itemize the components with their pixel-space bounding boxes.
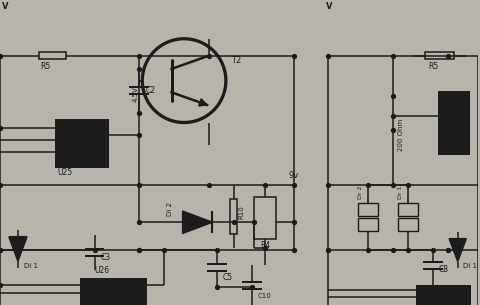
Bar xyxy=(254,197,276,239)
Text: C8: C8 xyxy=(439,265,449,274)
Bar xyxy=(416,285,471,305)
Bar xyxy=(425,52,454,59)
Text: U26: U26 xyxy=(95,266,109,275)
Polygon shape xyxy=(449,239,467,262)
Bar xyxy=(438,91,469,156)
Bar xyxy=(230,199,237,234)
Text: Dr 1: Dr 1 xyxy=(398,186,403,199)
Text: V: V xyxy=(326,2,333,11)
Text: 200 Ohm: 200 Ohm xyxy=(398,119,404,151)
Text: C2: C2 xyxy=(145,86,155,95)
Text: Di 1: Di 1 xyxy=(463,263,477,269)
Text: R5: R5 xyxy=(428,62,438,71)
Text: 9v: 9v xyxy=(288,171,299,180)
Text: C3: C3 xyxy=(100,253,110,262)
Polygon shape xyxy=(182,211,213,234)
Polygon shape xyxy=(199,99,207,106)
Bar xyxy=(39,52,66,59)
Bar xyxy=(55,119,109,168)
Bar xyxy=(398,203,418,216)
Text: C5: C5 xyxy=(223,273,233,282)
Text: C10: C10 xyxy=(258,293,272,299)
Bar xyxy=(398,218,418,231)
Bar xyxy=(358,218,378,231)
Text: Di 2: Di 2 xyxy=(167,203,173,216)
Text: T2: T2 xyxy=(231,56,241,65)
Bar xyxy=(358,203,378,216)
Text: V: V xyxy=(2,2,9,11)
Polygon shape xyxy=(9,237,27,261)
Text: R5: R5 xyxy=(40,62,50,71)
Text: Di 1: Di 1 xyxy=(24,263,38,269)
Bar xyxy=(80,278,147,305)
Text: R4: R4 xyxy=(261,241,271,250)
Text: U25: U25 xyxy=(58,168,73,178)
Text: 4.5V: 4.5V xyxy=(132,86,138,102)
Text: Dr 2: Dr 2 xyxy=(358,186,363,199)
Text: R10: R10 xyxy=(239,206,245,219)
